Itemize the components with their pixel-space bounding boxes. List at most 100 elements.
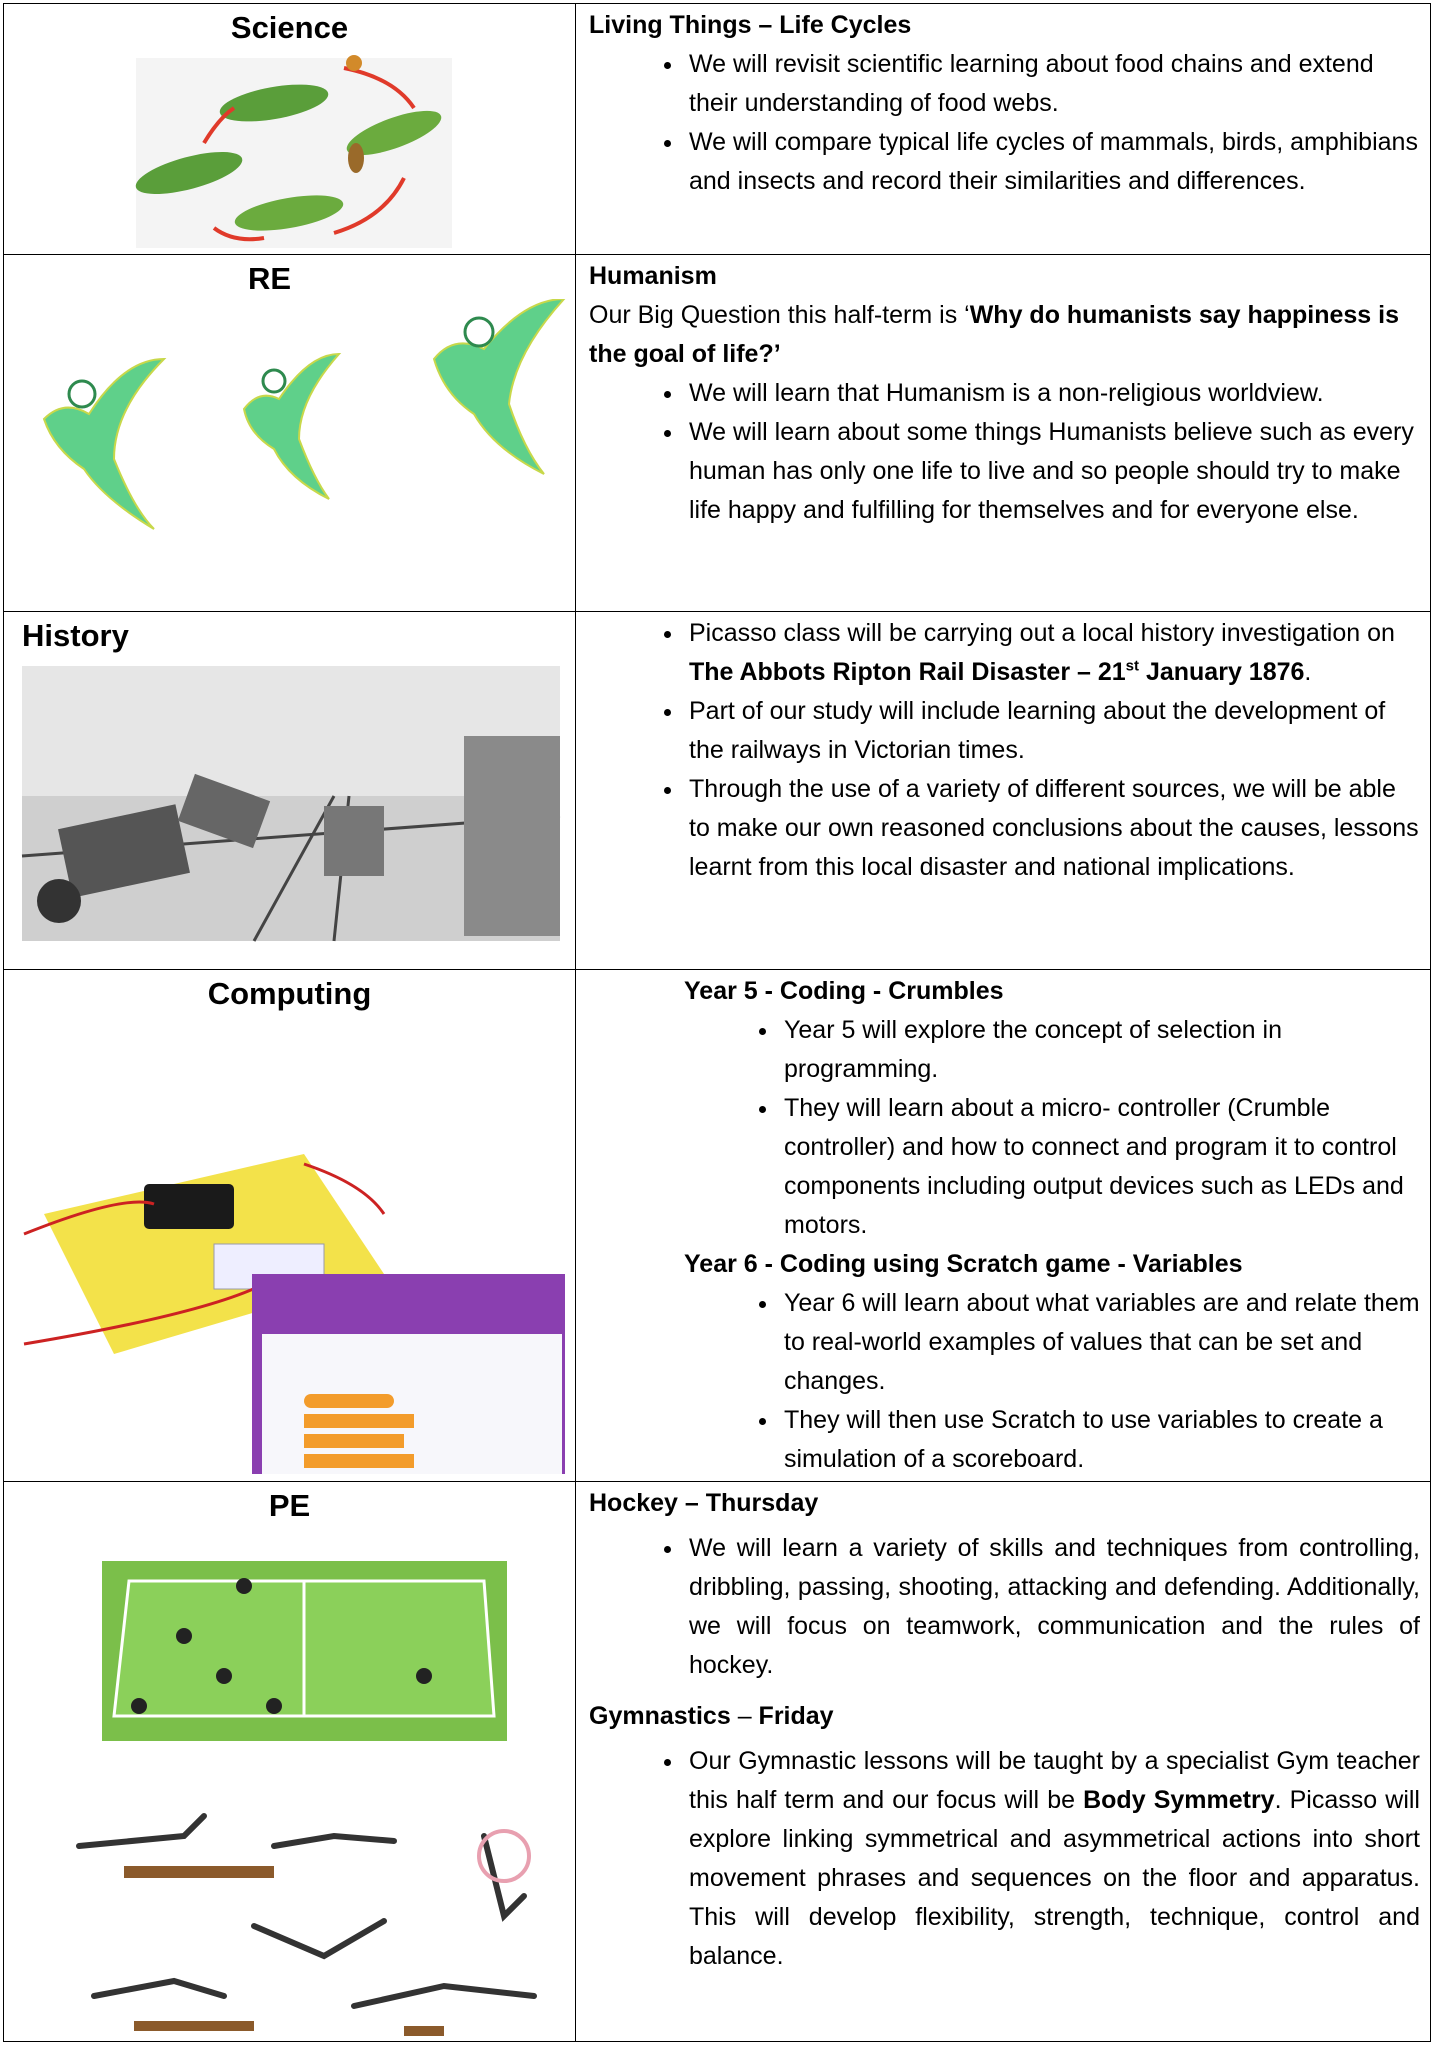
content-cell: Living Things – Life Cycles We will revis… [575, 3, 1431, 255]
row: Computing Year 5 - Coding - CrumblesYear… [3, 969, 1431, 1482]
text-run: Through the use of a variety of differen… [689, 775, 1419, 881]
text-run: . Picasso will explore linking symmetric… [689, 1786, 1420, 1970]
bench [134, 2021, 254, 2031]
chrysalis [348, 143, 364, 173]
player [131, 1698, 147, 1714]
content-cell: Hockey – Thursday We will learn a variety… [575, 1481, 1431, 2042]
gymnasts [76, 1813, 537, 2009]
row: History Picasso class will be carrying o… [3, 611, 1431, 970]
subject-cell: PE [3, 1481, 576, 2042]
leaf [346, 110, 442, 156]
rail-disaster-image [21, 666, 561, 942]
gymnast [481, 1833, 527, 1922]
bullet-item: Through the use of a variety of differen… [685, 770, 1420, 887]
row: Science Living Things – Life Cycles We wi… [3, 3, 1431, 255]
text-run: Year 6 will learn about what variables a… [784, 1289, 1420, 1395]
subject-title: History [22, 618, 129, 653]
gymnast [251, 1918, 387, 1960]
blocks [304, 1394, 414, 1468]
wires [23, 1162, 386, 1346]
player [216, 1668, 232, 1684]
butterfly [346, 55, 362, 71]
content: Picasso class will be carrying out a loc… [576, 612, 1430, 887]
head [463, 316, 495, 348]
bullet-item: Year 5 will explore the concept of selec… [780, 1011, 1420, 1089]
gymnast [91, 1977, 227, 1999]
content-cell: Picasso class will be carrying out a loc… [575, 611, 1431, 970]
paragraph: Gymnastics – Friday [589, 1697, 1420, 1736]
text-run: Humanism [589, 262, 717, 290]
battery-box [144, 1184, 234, 1229]
text-run: Body Symmetry [1083, 1786, 1275, 1814]
hut [324, 806, 384, 876]
block [304, 1394, 394, 1408]
bullet-item: We will revisit scientific learning abou… [685, 45, 1420, 123]
content-cell: Year 5 - Coding - Crumbles Year 5 will ex… [575, 969, 1431, 1482]
text-run: We will compare typical life cycles of m… [689, 128, 1418, 195]
hoop [477, 1829, 531, 1883]
block [304, 1414, 414, 1428]
bullet-item: They will learn about a micro- controlle… [780, 1089, 1420, 1245]
arrows [202, 66, 416, 242]
subject-title: Computing [207, 976, 372, 1011]
subject-cell: Science [3, 3, 576, 255]
paragraph: Year 6 - Coding using Scratch game - Var… [684, 1245, 1420, 1284]
row: PE Hockey – Thursday We will learn a vari… [3, 1481, 1431, 2042]
wheel [37, 879, 81, 923]
bullet-item: Part of our study will include learning … [685, 692, 1420, 770]
head [67, 379, 97, 409]
content: Hockey – Thursday We will learn a variety… [576, 1482, 1430, 1976]
subject-cell: History [3, 611, 576, 970]
text-run: – [730, 1702, 759, 1730]
bullet-item: We will compare typical life cycles of m… [685, 123, 1420, 201]
content: Humanism Our Big Question this half-term … [576, 255, 1430, 530]
figure [42, 357, 167, 530]
text-run: Living Things – Life Cycles [589, 11, 912, 39]
bullet-list: Our Gymnastic lessons will be taught by … [589, 1742, 1420, 1976]
text-run: Hockey – Thursday [589, 1489, 819, 1517]
paragraph: Year 5 - Coding - Crumbles [684, 972, 1420, 1011]
paragraph: Hockey – Thursday [589, 1484, 1420, 1523]
players [131, 1578, 432, 1714]
paragraph: Living Things – Life Cycles [589, 6, 1420, 45]
text-run: Our Big Question this half-term is ‘ [589, 301, 970, 329]
text-run: Year 5 will explore the concept of selec… [784, 1016, 1282, 1083]
bar [404, 2026, 444, 2036]
wreck [58, 804, 190, 898]
heads [67, 316, 495, 409]
text-run: Year 6 - Coding using Scratch game - Var… [684, 1250, 1243, 1278]
bullet-list: Year 5 will explore the concept of selec… [684, 1011, 1420, 1245]
text-run: We will learn about some things Humanist… [689, 418, 1414, 524]
wreck [177, 773, 271, 849]
leaf [135, 151, 243, 195]
gymnast [76, 1813, 207, 1849]
subject-title: Science [230, 10, 349, 45]
text-run: January 1876 [1139, 658, 1305, 686]
text-run: They will learn about a micro- controlle… [784, 1094, 1404, 1239]
leaf [234, 195, 344, 231]
paragraph: Humanism [589, 257, 1420, 296]
subject-title: RE [247, 261, 292, 296]
gymnast [271, 1832, 397, 1849]
subject-cell: Computing [3, 969, 576, 1482]
text-run: . [1304, 658, 1312, 686]
text-run: Our Gymnastic lessons will be taught by … [689, 1747, 1420, 1814]
bullet-item: We will learn a variety of skills and te… [685, 1529, 1420, 1685]
figure [242, 352, 342, 500]
computing-image [23, 1154, 565, 1474]
bullet-list: We will learn a variety of skills and te… [589, 1529, 1420, 1685]
apparatus [124, 1866, 444, 2036]
gymnast [351, 1982, 537, 2009]
bullet-item: They will then use Scratch to use variab… [780, 1401, 1420, 1479]
text-run: We will revisit scientific learning abou… [689, 50, 1374, 117]
humanism-image [42, 299, 566, 530]
figure [432, 299, 566, 475]
player [266, 1698, 282, 1714]
bullet-list: We will learn that Humanism is a non-rel… [589, 374, 1420, 530]
row: RE Humanism Our Big Question this half-te… [3, 254, 1431, 612]
bullet-list: We will revisit scientific learning abou… [589, 45, 1420, 201]
curriculum-table: Science Living Things – Life Cycles We wi… [3, 3, 1431, 2042]
text-run: Year 5 - Coding - Crumbles [684, 977, 1004, 1005]
bullet-list: Year 6 will learn about what variables a… [684, 1284, 1420, 1479]
subject-title: PE [268, 1488, 311, 1523]
